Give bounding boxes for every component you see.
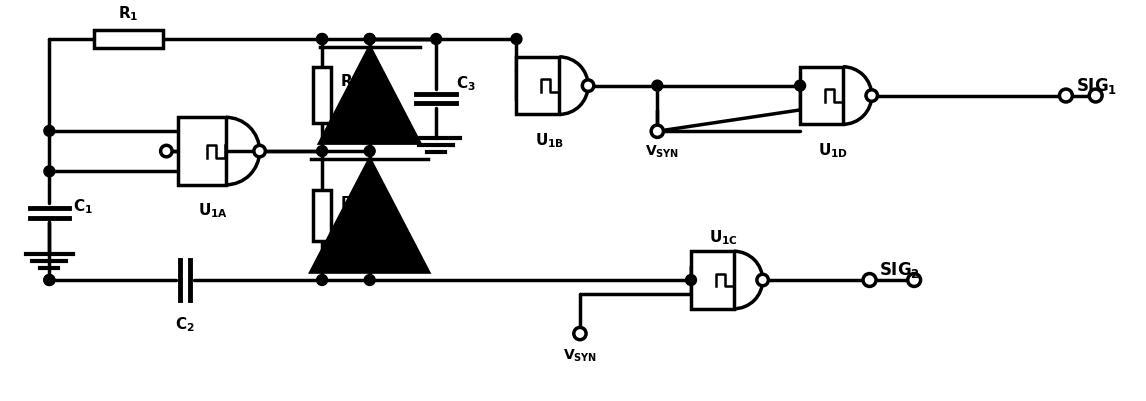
Circle shape <box>574 327 586 340</box>
Polygon shape <box>311 159 429 272</box>
Circle shape <box>160 145 172 157</box>
Circle shape <box>1089 89 1102 102</box>
Circle shape <box>364 34 375 45</box>
Bar <box>691 251 733 309</box>
Text: $\mathbf{U_{1C}}$: $\mathbf{U_{1C}}$ <box>709 229 738 247</box>
Text: $\mathbf{R_1}$: $\mathbf{R_1}$ <box>118 4 139 23</box>
Bar <box>179 117 226 185</box>
Circle shape <box>1059 89 1073 102</box>
Circle shape <box>908 273 920 286</box>
Circle shape <box>651 125 664 138</box>
Circle shape <box>254 145 266 157</box>
Circle shape <box>364 146 375 156</box>
Text: $\mathbf{R_3}$: $\mathbf{R_3}$ <box>340 194 360 213</box>
Text: $\mathbf{U_{1B}}$: $\mathbf{U_{1B}}$ <box>534 131 564 150</box>
Circle shape <box>44 166 55 177</box>
Bar <box>94 30 164 48</box>
Bar <box>517 57 559 114</box>
Circle shape <box>364 275 375 286</box>
Circle shape <box>316 34 328 45</box>
Circle shape <box>582 80 594 91</box>
Bar <box>313 67 331 123</box>
Circle shape <box>316 275 328 286</box>
Circle shape <box>316 146 328 156</box>
Circle shape <box>863 273 876 286</box>
Circle shape <box>511 34 521 45</box>
Polygon shape <box>320 47 419 143</box>
Circle shape <box>44 275 55 286</box>
Text: $\mathbf{C_2}$: $\mathbf{C_2}$ <box>175 316 195 334</box>
Circle shape <box>866 90 878 101</box>
Circle shape <box>756 274 768 286</box>
Circle shape <box>44 275 55 286</box>
Text: $\mathbf{V_{SYN}}$: $\mathbf{V_{SYN}}$ <box>563 347 597 364</box>
Circle shape <box>316 34 328 45</box>
Text: $\mathbf{U_{1A}}$: $\mathbf{U_{1A}}$ <box>198 202 228 221</box>
Bar <box>313 190 331 241</box>
Text: $\mathbf{C_1}$: $\mathbf{C_1}$ <box>73 197 93 216</box>
Circle shape <box>364 34 375 45</box>
Circle shape <box>652 80 662 91</box>
Circle shape <box>794 80 806 91</box>
Text: $\mathbf{U_{1D}}$: $\mathbf{U_{1D}}$ <box>818 141 848 160</box>
Circle shape <box>44 126 55 136</box>
Text: $\mathbf{SIG_1}$: $\mathbf{SIG_1}$ <box>1076 76 1117 95</box>
Text: $\mathbf{SIG_2}$: $\mathbf{SIG_2}$ <box>879 260 920 280</box>
Text: $\mathbf{C_3}$: $\mathbf{C_3}$ <box>456 74 476 93</box>
Text: $\mathbf{V_{SYN}}$: $\mathbf{V_{SYN}}$ <box>645 143 680 160</box>
Circle shape <box>685 275 697 286</box>
Circle shape <box>431 34 441 45</box>
Bar <box>800 67 843 124</box>
Text: $\mathbf{R_2}$: $\mathbf{R_2}$ <box>340 72 360 91</box>
